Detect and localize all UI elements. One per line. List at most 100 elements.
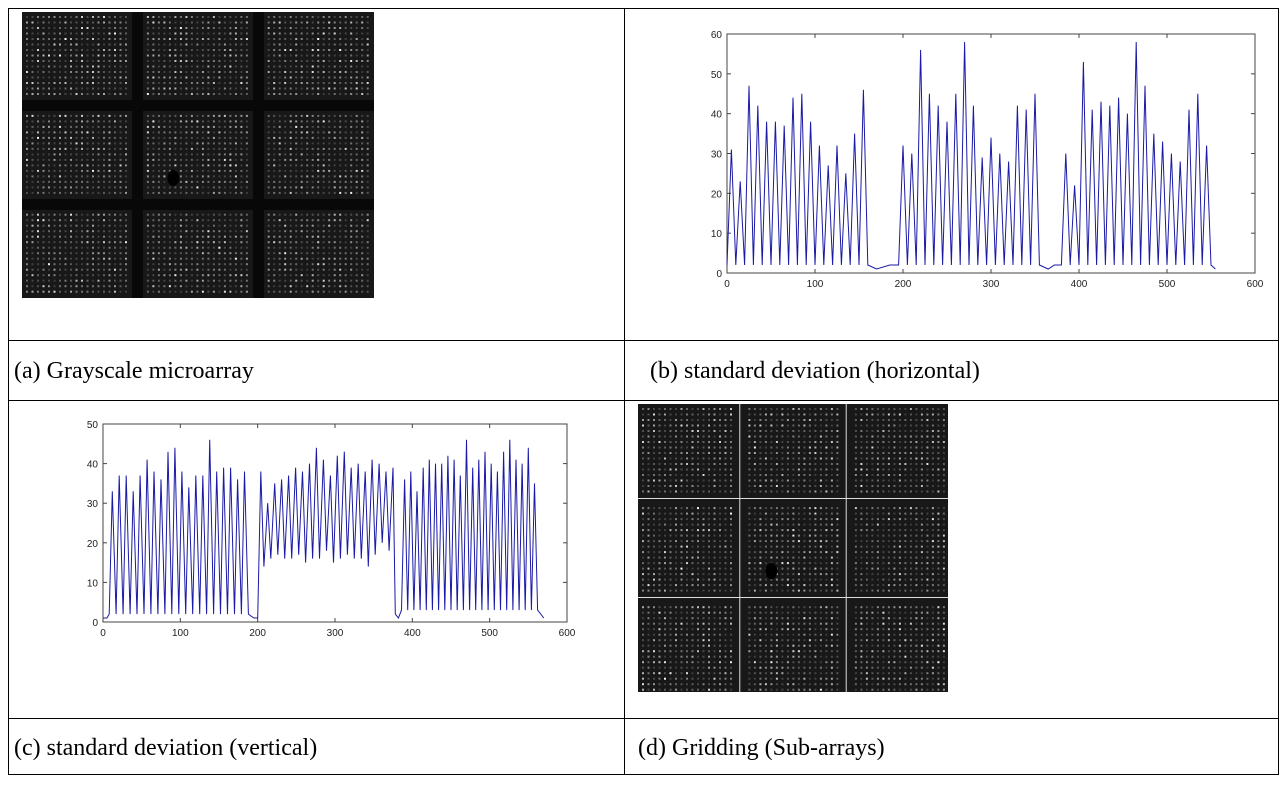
spot bbox=[295, 175, 297, 177]
spot bbox=[103, 252, 105, 254]
spot bbox=[323, 175, 325, 177]
spot bbox=[350, 159, 352, 161]
spot bbox=[659, 612, 661, 614]
spot bbox=[48, 148, 50, 150]
spot bbox=[301, 142, 303, 144]
spot bbox=[932, 562, 934, 564]
spot bbox=[92, 49, 94, 51]
spot bbox=[334, 137, 336, 139]
spot bbox=[703, 590, 705, 592]
spot bbox=[268, 115, 270, 117]
spot bbox=[659, 667, 661, 669]
spot bbox=[306, 274, 308, 276]
spot bbox=[356, 186, 358, 188]
spot bbox=[787, 436, 789, 438]
spot bbox=[831, 485, 833, 487]
spot bbox=[290, 49, 292, 51]
spot bbox=[670, 606, 672, 608]
spot bbox=[836, 573, 838, 575]
spot bbox=[937, 425, 939, 427]
spot bbox=[803, 546, 805, 548]
spot bbox=[714, 628, 716, 630]
spot bbox=[836, 485, 838, 487]
spot bbox=[915, 480, 917, 482]
spot bbox=[235, 170, 237, 172]
spot bbox=[81, 16, 83, 18]
spot bbox=[361, 33, 363, 35]
spot bbox=[345, 38, 347, 40]
spot bbox=[163, 230, 165, 232]
spot bbox=[207, 142, 209, 144]
spot bbox=[273, 38, 275, 40]
spot bbox=[675, 474, 677, 476]
spot bbox=[882, 634, 884, 636]
spot bbox=[831, 414, 833, 416]
spot bbox=[681, 634, 683, 636]
spot bbox=[334, 274, 336, 276]
spot bbox=[147, 115, 149, 117]
spot bbox=[675, 650, 677, 652]
spot bbox=[675, 452, 677, 454]
spot bbox=[792, 430, 794, 432]
spot bbox=[893, 590, 895, 592]
spot bbox=[317, 236, 319, 238]
spot bbox=[328, 71, 330, 73]
spot bbox=[218, 66, 220, 68]
spot bbox=[943, 463, 945, 465]
spot bbox=[855, 430, 857, 432]
spot bbox=[781, 441, 783, 443]
spot bbox=[648, 689, 650, 691]
spot bbox=[921, 634, 923, 636]
spot bbox=[642, 463, 644, 465]
spot bbox=[926, 568, 928, 570]
spot bbox=[926, 546, 928, 548]
spot bbox=[910, 529, 912, 531]
spot bbox=[648, 485, 650, 487]
spot bbox=[686, 491, 688, 493]
spot bbox=[158, 285, 160, 287]
spot bbox=[152, 60, 154, 62]
spot bbox=[748, 441, 750, 443]
spot bbox=[229, 82, 231, 84]
spot bbox=[48, 153, 50, 155]
spot bbox=[754, 606, 756, 608]
spot bbox=[120, 22, 122, 24]
spot bbox=[776, 441, 778, 443]
spot bbox=[240, 192, 242, 194]
spot bbox=[882, 419, 884, 421]
spot bbox=[301, 44, 303, 46]
spot bbox=[932, 573, 934, 575]
spot bbox=[185, 55, 187, 57]
spot bbox=[926, 458, 928, 460]
spot bbox=[306, 16, 308, 18]
spot bbox=[218, 175, 220, 177]
spot bbox=[109, 148, 111, 150]
spot bbox=[120, 192, 122, 194]
spot bbox=[196, 137, 198, 139]
spot bbox=[323, 285, 325, 287]
spot bbox=[932, 491, 934, 493]
spot bbox=[191, 33, 193, 35]
spot bbox=[120, 241, 122, 243]
spot bbox=[70, 159, 72, 161]
spot bbox=[943, 579, 945, 581]
spot bbox=[273, 22, 275, 24]
spot bbox=[681, 430, 683, 432]
spot bbox=[37, 181, 39, 183]
spot bbox=[87, 170, 89, 172]
spot bbox=[345, 131, 347, 133]
spot bbox=[109, 115, 111, 117]
spot bbox=[882, 579, 884, 581]
spot bbox=[59, 66, 61, 68]
spot bbox=[659, 562, 661, 564]
spot bbox=[703, 491, 705, 493]
spot bbox=[328, 252, 330, 254]
spot bbox=[191, 247, 193, 249]
spot bbox=[809, 452, 811, 454]
spot bbox=[893, 667, 895, 669]
spot bbox=[759, 628, 761, 630]
spot bbox=[703, 425, 705, 427]
spot bbox=[120, 77, 122, 79]
spot bbox=[339, 170, 341, 172]
